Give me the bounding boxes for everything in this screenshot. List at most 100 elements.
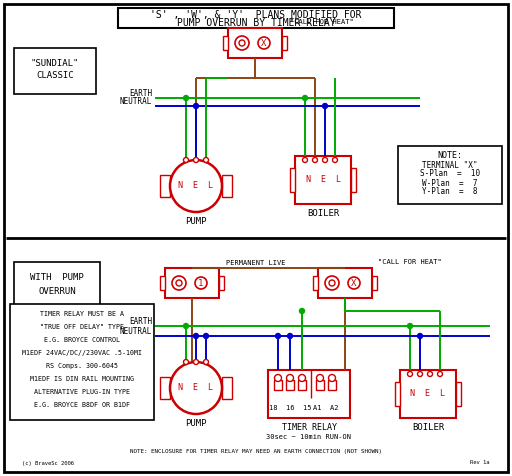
Text: 18  16  15: 18 16 15 <box>269 405 311 411</box>
Circle shape <box>183 359 188 365</box>
Circle shape <box>258 37 270 49</box>
Text: "TRUE OFF DELAY" TYPE: "TRUE OFF DELAY" TYPE <box>40 324 124 330</box>
Bar <box>274 380 282 390</box>
Circle shape <box>172 276 186 290</box>
Circle shape <box>170 160 222 212</box>
Circle shape <box>408 324 413 328</box>
Text: Rev 1a: Rev 1a <box>471 460 490 466</box>
Circle shape <box>183 158 188 162</box>
Text: TIMER RELAY: TIMER RELAY <box>282 424 336 433</box>
Text: PUMP: PUMP <box>185 218 207 227</box>
Bar <box>328 380 336 390</box>
Text: E.G. BROYCE B8DF OR B1DF: E.G. BROYCE B8DF OR B1DF <box>34 402 130 408</box>
Circle shape <box>303 96 308 100</box>
Circle shape <box>329 280 335 286</box>
Bar <box>282 36 287 50</box>
Text: (c) BraveSc 2006: (c) BraveSc 2006 <box>22 460 74 466</box>
Circle shape <box>183 96 188 100</box>
Text: EARTH: EARTH <box>129 317 152 327</box>
Text: CLASSIC: CLASSIC <box>36 70 74 79</box>
Circle shape <box>316 375 324 381</box>
Circle shape <box>203 359 208 365</box>
Circle shape <box>195 277 207 289</box>
Text: W-Plan  =  7: W-Plan = 7 <box>422 178 478 188</box>
Text: X: X <box>351 278 357 288</box>
Text: PERMANENT LIVE: PERMANENT LIVE <box>226 260 286 266</box>
Circle shape <box>203 334 208 338</box>
Text: M1EDF IS DIN RAIL MOUNTING: M1EDF IS DIN RAIL MOUNTING <box>30 376 134 382</box>
Bar <box>222 377 232 399</box>
Circle shape <box>239 40 245 46</box>
Circle shape <box>417 334 422 338</box>
Text: X: X <box>261 39 267 48</box>
Bar <box>286 380 294 390</box>
Text: NEUTRAL: NEUTRAL <box>120 98 152 107</box>
Text: Y-Plan  =  8: Y-Plan = 8 <box>422 188 478 197</box>
Bar <box>298 380 306 390</box>
Text: NEUTRAL: NEUTRAL <box>120 327 152 337</box>
Circle shape <box>203 158 208 162</box>
Circle shape <box>288 334 292 338</box>
Text: NOTE: ENCLOSURE FOR TIMER RELAY MAY NEED AN EARTH CONNECTION (NOT SHOWN): NOTE: ENCLOSURE FOR TIMER RELAY MAY NEED… <box>130 448 382 454</box>
Bar <box>395 382 400 406</box>
Text: "CALL FOR HEAT": "CALL FOR HEAT" <box>378 259 442 265</box>
Text: BOILER: BOILER <box>412 424 444 433</box>
Text: E.G. BROYCE CONTROL: E.G. BROYCE CONTROL <box>44 337 120 343</box>
Bar <box>222 175 232 197</box>
Text: RS Comps. 300-6045: RS Comps. 300-6045 <box>46 363 118 369</box>
Text: 1: 1 <box>198 278 204 288</box>
Bar <box>316 380 324 390</box>
Circle shape <box>417 371 422 377</box>
Text: WITH  PUMP: WITH PUMP <box>30 274 84 282</box>
Circle shape <box>275 334 281 338</box>
Bar <box>223 36 228 50</box>
Bar <box>313 276 318 290</box>
Circle shape <box>325 276 339 290</box>
Circle shape <box>183 324 188 328</box>
Text: PUMP: PUMP <box>185 419 207 428</box>
Circle shape <box>235 36 249 50</box>
Text: EARTH: EARTH <box>129 89 152 99</box>
Text: A1  A2: A1 A2 <box>313 405 339 411</box>
Text: N  E  L: N E L <box>179 181 214 190</box>
Circle shape <box>323 103 328 109</box>
Text: 30sec ~ 10min RUN-ON: 30sec ~ 10min RUN-ON <box>267 434 352 440</box>
Text: TERMINAL "X": TERMINAL "X" <box>422 160 478 169</box>
Circle shape <box>348 277 360 289</box>
Text: M1EDF 24VAC/DC//230VAC .5-10MI: M1EDF 24VAC/DC//230VAC .5-10MI <box>22 350 142 356</box>
Circle shape <box>329 375 335 381</box>
Circle shape <box>274 375 282 381</box>
Circle shape <box>312 158 317 162</box>
Bar <box>318 268 372 298</box>
Text: S-Plan  =  10: S-Plan = 10 <box>420 169 480 178</box>
Bar <box>160 175 170 197</box>
Circle shape <box>298 375 306 381</box>
Circle shape <box>287 375 293 381</box>
Text: N  E  L: N E L <box>306 176 340 185</box>
Circle shape <box>332 158 337 162</box>
Circle shape <box>176 280 182 286</box>
Bar <box>228 28 282 58</box>
Circle shape <box>194 103 199 109</box>
Text: "CALL FOR HEAT": "CALL FOR HEAT" <box>290 19 354 25</box>
Text: PUMP OVERRUN BY TIMER RELAY: PUMP OVERRUN BY TIMER RELAY <box>177 18 335 28</box>
Text: N  E  L: N E L <box>179 384 214 393</box>
Bar <box>14 48 96 94</box>
Text: TIMER RELAY MUST BE A: TIMER RELAY MUST BE A <box>40 311 124 317</box>
Bar <box>351 168 356 192</box>
Bar <box>400 370 456 418</box>
Text: OVERRUN: OVERRUN <box>38 287 76 296</box>
Text: N  E  L: N E L <box>411 389 445 398</box>
Circle shape <box>428 371 433 377</box>
Bar <box>290 168 295 192</box>
Text: "SUNDIAL": "SUNDIAL" <box>31 59 79 68</box>
Bar <box>295 156 351 204</box>
Bar <box>160 276 165 290</box>
Bar <box>219 276 224 290</box>
Bar <box>118 8 394 28</box>
Text: NOTE:: NOTE: <box>437 151 462 160</box>
Text: ALTERNATIVE PLUG-IN TYPE: ALTERNATIVE PLUG-IN TYPE <box>34 389 130 395</box>
Bar <box>372 276 377 290</box>
Bar <box>398 146 502 204</box>
Circle shape <box>437 371 442 377</box>
